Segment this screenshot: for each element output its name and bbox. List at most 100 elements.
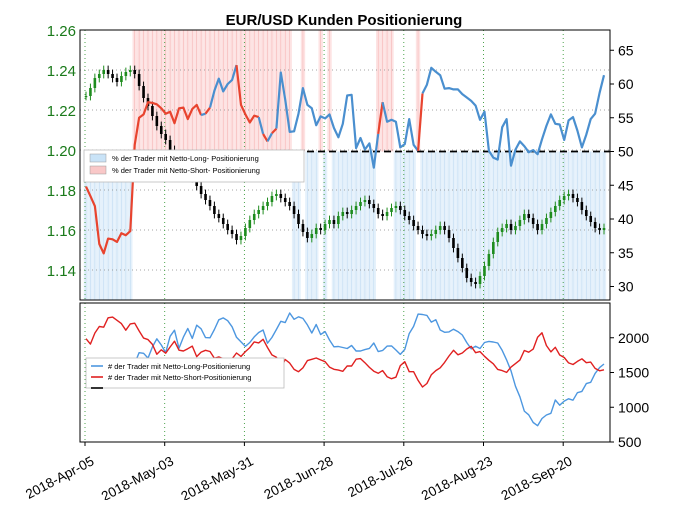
bottom-legend-box bbox=[85, 357, 285, 389]
price-candle bbox=[97, 74, 101, 78]
price-candle bbox=[102, 70, 106, 74]
price-candle bbox=[230, 230, 234, 234]
price-candle bbox=[376, 208, 380, 214]
price-candle bbox=[399, 206, 402, 210]
price-candle bbox=[500, 228, 504, 232]
price-candle bbox=[469, 278, 473, 282]
price-candle bbox=[536, 224, 539, 230]
price-candle bbox=[456, 248, 460, 258]
price-candle bbox=[593, 222, 597, 228]
price-candle bbox=[602, 228, 606, 230]
price-candle bbox=[589, 216, 593, 222]
price-candle bbox=[514, 226, 517, 230]
price-candle bbox=[562, 196, 566, 200]
price-candle bbox=[509, 224, 513, 230]
price-candle bbox=[89, 88, 92, 96]
price-candle bbox=[106, 70, 110, 74]
price-candle bbox=[452, 238, 455, 248]
right-axis-tick-label: 60 bbox=[618, 76, 634, 92]
price-candle bbox=[425, 234, 429, 236]
top-panel: 1.26 1.24 1.22 1.20 1.18 1.16 1.14 65 60 55 50 45 40… bbox=[47, 23, 634, 301]
top-legend-box bbox=[83, 149, 305, 183]
price-candle bbox=[323, 224, 327, 230]
long-pct-line bbox=[381, 101, 419, 152]
price-candle bbox=[443, 226, 446, 230]
price-candle bbox=[487, 254, 491, 266]
price-candle bbox=[301, 224, 305, 232]
price-candle bbox=[523, 214, 526, 220]
price-candle bbox=[430, 234, 433, 236]
short-pct-line bbox=[271, 127, 278, 135]
left-axis-tick-label: 1.22 bbox=[47, 103, 76, 120]
price-candle bbox=[531, 218, 535, 224]
short-pct-line bbox=[262, 133, 269, 142]
price-candle bbox=[438, 226, 442, 230]
price-candle bbox=[553, 206, 557, 212]
long-pct-line bbox=[266, 132, 273, 142]
price-candle bbox=[297, 214, 300, 224]
price-candle bbox=[390, 208, 393, 212]
bottom-legend-label: # der Trader mit Netto-Long-Positionieru… bbox=[108, 362, 250, 371]
price-candle bbox=[341, 212, 345, 216]
legend-swatch bbox=[89, 153, 107, 163]
price-candle bbox=[111, 74, 114, 78]
right-axis-tick-label: 55 bbox=[618, 110, 634, 126]
price-candle bbox=[461, 258, 464, 268]
right-axis-tick-label: 65 bbox=[618, 42, 634, 58]
price-candle bbox=[345, 212, 349, 214]
price-candle bbox=[407, 216, 411, 220]
bottom-axis-tick-label: 2000 bbox=[618, 330, 649, 346]
price-candle bbox=[328, 220, 331, 224]
long-pct-line bbox=[200, 112, 206, 117]
price-candle bbox=[571, 194, 575, 198]
price-candle bbox=[235, 234, 238, 240]
price-candle bbox=[306, 232, 309, 238]
bottom-legend-label: # der Trader mit Netto-Short-Positionier… bbox=[108, 373, 251, 382]
price-candle bbox=[403, 210, 407, 216]
chart-title: EUR/USD Kunden Positionierung bbox=[226, 12, 463, 29]
price-candle bbox=[580, 202, 584, 210]
price-candle bbox=[332, 220, 336, 224]
price-candle bbox=[496, 232, 500, 242]
x-axis-tick-label: 2018-Jun-28 bbox=[262, 453, 336, 500]
price-candle bbox=[257, 210, 260, 214]
price-candle bbox=[598, 228, 601, 230]
long-pct-line bbox=[421, 66, 606, 167]
x-axis-tick-label: 2018-May-31 bbox=[179, 453, 256, 500]
price-candle bbox=[266, 202, 269, 206]
right-axis-tick-label: 45 bbox=[618, 177, 634, 193]
price-candle bbox=[314, 228, 318, 234]
price-candle bbox=[540, 224, 544, 230]
bottom-axis-tick-label: 500 bbox=[618, 434, 642, 450]
price-candle bbox=[261, 206, 265, 210]
price-candle bbox=[93, 78, 97, 88]
price-candle bbox=[527, 214, 531, 218]
price-candle bbox=[226, 224, 229, 230]
price-candle bbox=[155, 116, 159, 126]
right-axis-tick-label: 35 bbox=[618, 245, 634, 261]
price-candle bbox=[483, 266, 486, 276]
price-candle bbox=[208, 200, 212, 206]
price-candle bbox=[372, 204, 376, 208]
price-candle bbox=[270, 196, 274, 202]
price-candle bbox=[310, 234, 314, 238]
long-pct-line bbox=[208, 64, 238, 108]
price-candle bbox=[576, 198, 579, 202]
price-candle bbox=[354, 206, 358, 210]
price-candle bbox=[120, 76, 123, 82]
top-legend: % der Trader mit Netto-Long- Positionier… bbox=[83, 149, 305, 183]
long-pct-line bbox=[257, 116, 265, 135]
price-candle bbox=[474, 282, 477, 284]
price-candle bbox=[421, 230, 424, 234]
x-axis-tick-label: 2018-Jul-26 bbox=[345, 453, 415, 500]
price-candle bbox=[567, 194, 570, 196]
price-candle bbox=[412, 220, 415, 226]
price-candle bbox=[168, 140, 172, 150]
long-pct-line bbox=[275, 71, 380, 169]
price-candle bbox=[151, 106, 154, 116]
price-candle bbox=[545, 218, 548, 224]
price-candle bbox=[492, 242, 495, 254]
price-candle bbox=[518, 220, 522, 226]
price-candle bbox=[115, 78, 119, 82]
